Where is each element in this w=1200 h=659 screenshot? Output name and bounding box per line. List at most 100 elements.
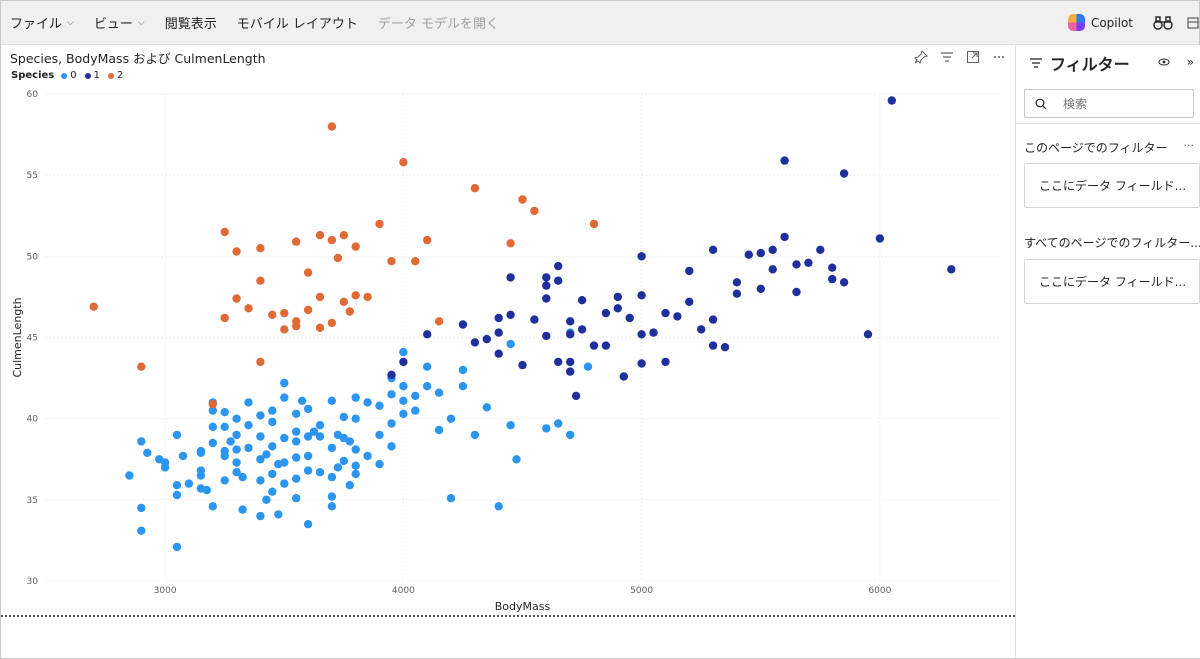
binoculars-icon[interactable] [1153, 15, 1173, 31]
data-point-species-1 [589, 341, 599, 350]
data-point-species-0 [434, 425, 444, 435]
data-point-species-1 [518, 360, 527, 370]
data-point-species-0 [292, 409, 301, 418]
page-filters-drop-well[interactable]: ここにデータ フィールド... [1024, 163, 1200, 208]
data-point-species-1 [601, 308, 611, 318]
more-options-icon[interactable]: ··· [1183, 139, 1195, 152]
legend-item-1[interactable]: 1 [84, 70, 100, 81]
data-point-species-1 [637, 291, 646, 300]
filter-search-box[interactable] [1024, 89, 1194, 118]
y-tick-label: 50 [27, 252, 39, 262]
data-point-species-0 [297, 396, 307, 405]
data-point-species-1 [792, 287, 801, 297]
data-point-species-2 [339, 231, 348, 240]
eye-icon[interactable] [1158, 57, 1170, 67]
data-point-species-0 [458, 382, 468, 391]
data-point-species-1 [566, 330, 575, 339]
data-point-species-2 [351, 242, 360, 251]
menu-file[interactable]: ファイル ⌵ [1, 1, 84, 44]
chevron-down-icon: ⌵ [67, 17, 74, 28]
data-point-species-2 [208, 399, 217, 409]
data-point-species-1 [625, 313, 634, 323]
filter-pane-header: フィルター [1030, 51, 1130, 75]
pin-icon[interactable] [914, 50, 928, 64]
copilot-button[interactable]: Copilot [1058, 14, 1147, 31]
data-point-species-0 [375, 430, 384, 440]
data-point-species-1 [506, 273, 515, 282]
data-point-species-1 [792, 260, 801, 269]
data-point-species-0 [506, 339, 515, 349]
data-point-species-1 [816, 245, 825, 254]
legend-swatch-0 [61, 72, 68, 79]
data-point-species-0 [292, 453, 301, 462]
data-point-species-1 [649, 328, 658, 337]
copilot-label: Copilot [1090, 15, 1133, 30]
data-point-species-2 [411, 257, 420, 266]
menu-reading-view[interactable]: 閲覧表示 [155, 1, 227, 44]
x-tick-label: 5000 [630, 586, 653, 596]
data-point-species-2 [375, 219, 384, 229]
data-point-species-2 [268, 310, 277, 319]
legend-title: Species [11, 70, 55, 81]
data-point-species-1 [685, 297, 694, 306]
data-point-species-0 [262, 495, 271, 504]
data-point-species-0 [399, 409, 408, 418]
menu-view[interactable]: ビュー ⌵ [84, 1, 155, 44]
data-point-species-0 [220, 446, 229, 456]
legend-item-0[interactable]: 0 [61, 70, 77, 81]
data-point-species-2 [363, 292, 372, 302]
data-point-species-1 [571, 391, 581, 401]
all-pages-filters-drop-well[interactable]: ここにデータ フィールド... [1024, 259, 1200, 304]
copilot-icon [1067, 14, 1085, 31]
data-point-species-0 [292, 474, 301, 483]
all-pages-filters-well-text: ここにデータ フィールド... [1039, 275, 1187, 289]
data-point-species-0 [309, 427, 319, 436]
visual-header-icons [914, 50, 1006, 64]
data-point-species-0 [387, 419, 396, 428]
data-point-species-2 [220, 227, 229, 237]
data-point-species-0 [339, 456, 348, 466]
pane-separator [1016, 123, 1200, 124]
data-point-species-2 [280, 308, 289, 318]
focus-mode-icon[interactable] [966, 50, 980, 64]
filter-lines-icon[interactable] [940, 50, 954, 64]
page-filters-well-text: ここにデータ フィールド... [1039, 179, 1187, 193]
data-point-species-0 [268, 469, 277, 479]
more-options-icon[interactable] [992, 50, 1006, 64]
data-point-species-0 [554, 419, 563, 428]
data-point-species-0 [399, 382, 408, 391]
filter-search-input[interactable] [1061, 95, 1175, 112]
data-point-species-1 [756, 248, 765, 258]
data-point-species-2 [137, 362, 146, 371]
data-point-species-0 [446, 494, 456, 503]
data-point-species-0 [274, 510, 283, 519]
legend-item-2[interactable]: 2 [107, 70, 123, 81]
y-tick-label: 35 [27, 496, 38, 506]
data-point-species-2 [423, 235, 432, 245]
data-point-species-0 [458, 365, 468, 375]
data-point-species-1 [458, 320, 468, 329]
menu-mobile-layout[interactable]: モバイル レイアウト [227, 1, 368, 44]
data-point-species-2 [399, 158, 408, 167]
data-point-species-1 [423, 330, 432, 339]
menu-reading-view-label: 閲覧表示 [164, 17, 217, 32]
data-point-species-1 [506, 310, 515, 319]
data-point-species-2 [506, 239, 515, 248]
data-point-species-0 [351, 414, 360, 423]
data-point-species-1 [542, 273, 551, 282]
data-point-species-1 [542, 331, 551, 341]
data-point-species-0 [280, 393, 289, 402]
data-point-species-0 [125, 471, 134, 480]
data-point-species-1 [554, 261, 563, 271]
data-point-species-1 [780, 156, 789, 165]
data-point-species-0 [351, 469, 360, 479]
bookmark-icon[interactable] [1187, 16, 1199, 30]
data-point-species-0 [232, 430, 241, 440]
data-point-species-0 [411, 406, 420, 415]
scatter-visual[interactable]: 30 35 40 45 50 55 60 3000 4000 5000 6000 BodyMass Cu… [1, 45, 1014, 617]
data-point-species-1 [566, 317, 575, 326]
data-point-species-1 [637, 330, 646, 339]
data-point-species-0 [220, 476, 229, 485]
collapse-pane-icon[interactable]: » [1186, 55, 1194, 69]
data-point-species-0 [375, 459, 384, 469]
